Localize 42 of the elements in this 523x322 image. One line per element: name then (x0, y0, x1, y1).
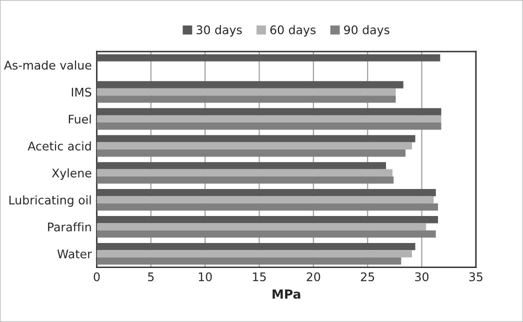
bar (96, 203, 438, 211)
bar (96, 196, 434, 204)
bar (96, 108, 442, 116)
x-tick-label: 10 (198, 272, 212, 282)
bar (96, 96, 396, 103)
legend-label: 30 days (196, 25, 242, 37)
x-tick-label: 35 (469, 272, 482, 282)
bar (96, 257, 402, 265)
x-tick-label: 15 (253, 272, 266, 282)
bar (96, 88, 396, 96)
x-tick-label: 5 (148, 272, 154, 282)
y-tick-label: Fuel (68, 114, 91, 124)
bar (96, 169, 393, 176)
y-tick-label: IMS (72, 88, 92, 97)
y-tick-label: Water (57, 250, 92, 258)
bar (96, 150, 406, 157)
bar (96, 54, 440, 62)
y-tick-label: Paraffin (48, 222, 91, 232)
bar (96, 216, 438, 224)
x-tick-label: 30 (415, 272, 428, 282)
bar (96, 81, 404, 88)
legend-label: 60 days (270, 25, 316, 37)
x-axis-title: MPa (272, 289, 300, 299)
y-tick-label: Lubricating oil (9, 195, 91, 207)
x-tick-label: 25 (360, 272, 374, 282)
bar (96, 176, 394, 184)
x-tick-label: 20 (306, 272, 320, 282)
bar (96, 135, 416, 142)
y-tick-label: Acetic acid (28, 141, 91, 151)
bar (96, 223, 426, 230)
bar (96, 189, 436, 196)
y-tick-label: Xylene (52, 168, 92, 180)
x-tick-label: 0 (94, 272, 100, 282)
bar (96, 162, 386, 170)
bar (96, 242, 416, 250)
bar (96, 122, 442, 130)
bar (96, 142, 412, 150)
y-tick-label: As-made value (4, 60, 92, 70)
bar (96, 230, 436, 238)
bar (96, 250, 412, 258)
bar (96, 115, 442, 123)
legend-label: 90 days (344, 25, 390, 37)
